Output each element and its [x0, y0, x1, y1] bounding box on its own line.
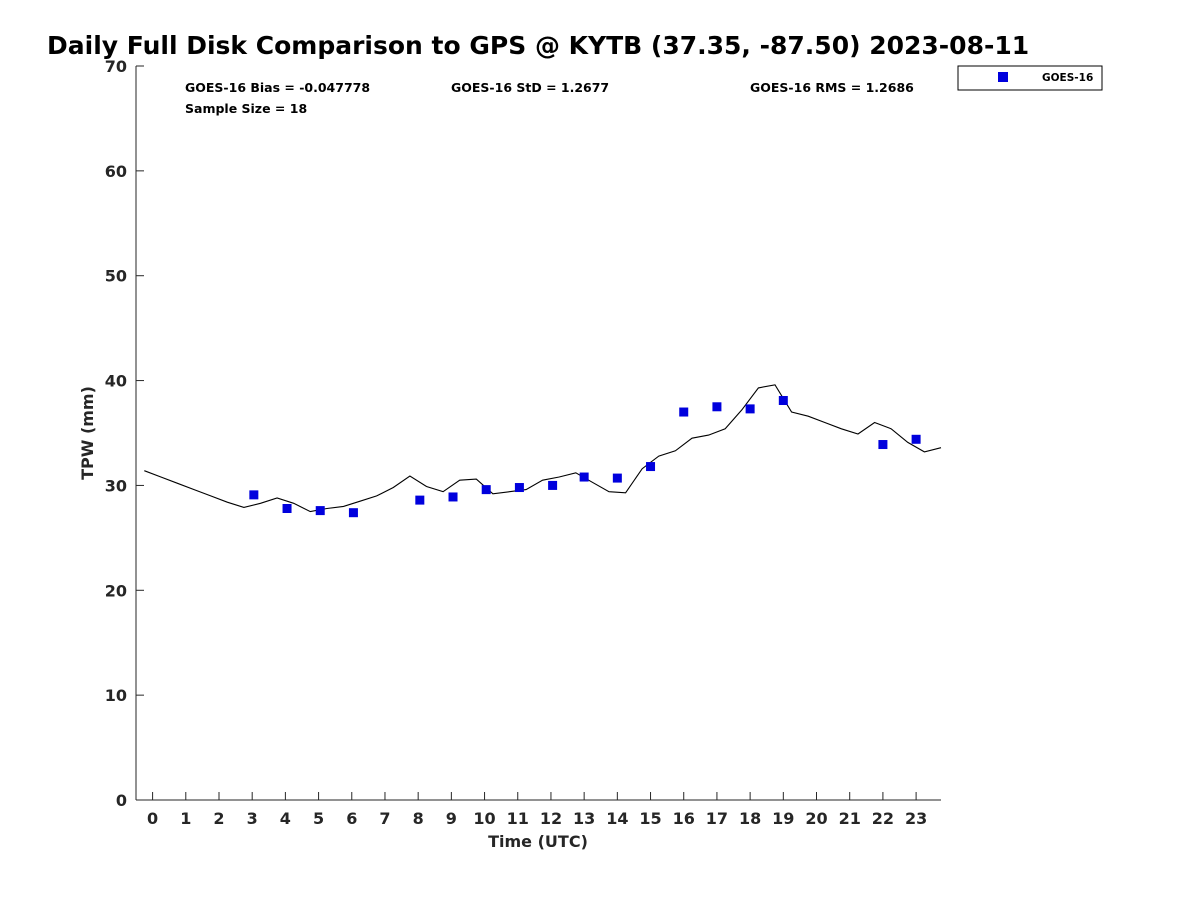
x-tick-label: 15: [639, 809, 661, 828]
goes16-point: [745, 404, 755, 414]
goes16-point: [315, 506, 325, 516]
x-tick-label: 2: [213, 809, 224, 828]
x-tick-label: 23: [905, 809, 927, 828]
goes16-point: [548, 480, 558, 490]
goes16-point: [448, 492, 458, 502]
x-tick-label: 8: [413, 809, 424, 828]
y-axis-label: TPW (mm): [78, 386, 97, 480]
goes16-point: [712, 402, 722, 412]
y-tick-label: 60: [105, 162, 127, 181]
legend: GOES-16: [957, 65, 1103, 91]
x-tick-label: 3: [247, 809, 258, 828]
x-tick-label: 12: [540, 809, 562, 828]
y-tick-label: 50: [105, 267, 127, 286]
goes16-point: [679, 407, 689, 417]
goes16-point: [612, 473, 622, 483]
gps-tpw-line: [144, 384, 942, 513]
bias-stat: GOES-16 Bias = -0.047778: [185, 80, 370, 95]
x-tick-label: 5: [313, 809, 324, 828]
x-tick-label: 17: [706, 809, 728, 828]
goes16-point: [415, 495, 425, 505]
y-tick-label: 40: [105, 372, 127, 391]
goes16-point: [911, 434, 921, 444]
x-tick-label: 10: [473, 809, 495, 828]
y-tick-label: 10: [105, 686, 127, 705]
x-tick-label: 16: [673, 809, 695, 828]
x-axis-label: Time (UTC): [488, 832, 588, 851]
legend-label-goes16: GOES-16: [1042, 72, 1093, 84]
x-tick-label: 0: [147, 809, 158, 828]
x-tick-label: 6: [346, 809, 357, 828]
goes16-point: [282, 503, 292, 513]
x-tick-label: 22: [872, 809, 894, 828]
gps-line-series: [144, 384, 942, 513]
x-tick-label: 4: [280, 809, 291, 828]
std-stat: GOES-16 StD = 1.2677: [451, 80, 609, 95]
goes16-point: [646, 462, 656, 472]
plot-axes: [135, 66, 941, 801]
goes16-point: [579, 472, 589, 482]
goes16-point: [514, 483, 524, 493]
x-tick-label: 7: [379, 809, 390, 828]
y-tick-label: 30: [105, 476, 127, 495]
x-tick-label: 13: [573, 809, 595, 828]
legend-marker-goes16: [998, 72, 1008, 82]
goes16-scatter-series: [249, 395, 921, 518]
y-axis-ticks: 0 10 20 30 40 50 60 70: [105, 57, 144, 810]
chart-title: Daily Full Disk Comparison to GPS @ KYTB…: [47, 31, 1029, 60]
x-tick-label: 11: [507, 809, 529, 828]
goes16-point: [348, 508, 358, 518]
x-tick-label: 9: [446, 809, 457, 828]
y-tick-label: 0: [116, 791, 127, 810]
x-tick-label: 1: [180, 809, 191, 828]
x-tick-label: 21: [839, 809, 861, 828]
goes16-point: [778, 395, 788, 405]
y-tick-label: 70: [105, 57, 127, 76]
goes16-point: [481, 485, 491, 495]
x-axis-ticks: 0 1 2 3 4 5 6 7 8 9 10 11 12 13 14 15 16 17 18 19 20 21 22 23: [147, 792, 927, 828]
goes16-point: [878, 440, 888, 450]
y-tick-label: 20: [105, 581, 127, 600]
goes16-point: [249, 490, 259, 500]
x-tick-label: 18: [739, 809, 761, 828]
sample-size-stat: Sample Size = 18: [185, 101, 307, 116]
legend-box: [957, 65, 1103, 91]
x-tick-label: 14: [606, 809, 628, 828]
rms-stat: GOES-16 RMS = 1.2686: [750, 80, 914, 95]
x-tick-label: 19: [772, 809, 794, 828]
x-tick-label: 20: [805, 809, 827, 828]
